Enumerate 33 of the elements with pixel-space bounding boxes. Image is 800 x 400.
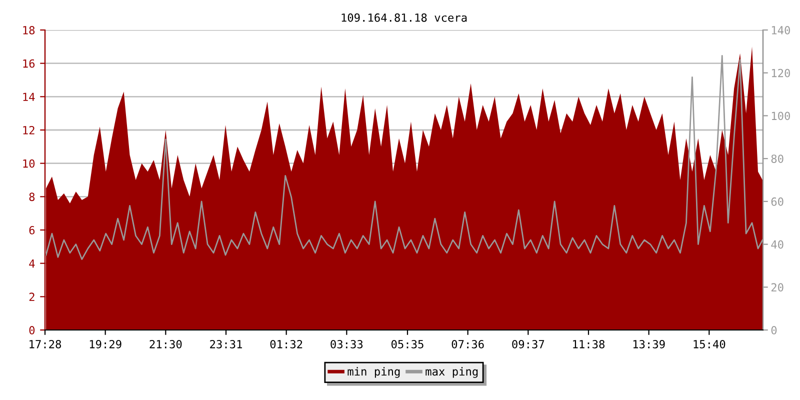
y-tick-label: 10: [23, 159, 35, 168]
x-tick-label: 13:39: [633, 340, 665, 348]
y2-tick-label: 20: [771, 283, 784, 292]
y2-tick-label: 0: [771, 326, 777, 334]
y-tick-label: 4: [29, 259, 35, 268]
x-tick-label: 21:30: [150, 340, 182, 348]
y2-tick-label: 40: [771, 240, 784, 249]
chart-title: 109.164.81.18 vcera: [342, 13, 467, 22]
y2-tick-label: 80: [771, 154, 784, 163]
legend-label: max ping: [426, 367, 478, 378]
x-tick-label: 23:31: [210, 340, 242, 348]
x-tick-label: 07:36: [452, 340, 484, 348]
y2-tick-label: 140: [772, 26, 790, 34]
y-tick-label: 16: [23, 59, 35, 68]
y-tick-label: 8: [29, 192, 35, 202]
x-tick-label: 11:38: [573, 340, 604, 348]
x-tick-label: 19:29: [90, 340, 122, 348]
x-tick-label: 01:32: [270, 340, 302, 348]
y-tick-label: 18: [23, 26, 35, 34]
legend-label: min ping: [348, 367, 400, 378]
x-tick-label: 03:33: [330, 340, 363, 348]
y2-tick-label: 100: [772, 112, 790, 120]
y-tick-label: 2: [29, 292, 34, 301]
x-tick-label: 09:37: [512, 340, 544, 348]
x-tick-label: 17:28: [30, 340, 62, 348]
y2-tick-label: 60: [771, 197, 784, 206]
x-tick-label: 15:40: [694, 340, 726, 348]
y2-tick-label: 120: [772, 68, 790, 78]
y-tick-label: 6: [29, 226, 35, 234]
y-tick-label: 12: [23, 126, 34, 134]
x-tick-label: 05:35: [391, 340, 424, 348]
y-tick-label: 14: [23, 92, 35, 101]
y-tick-label: 0: [29, 326, 35, 334]
